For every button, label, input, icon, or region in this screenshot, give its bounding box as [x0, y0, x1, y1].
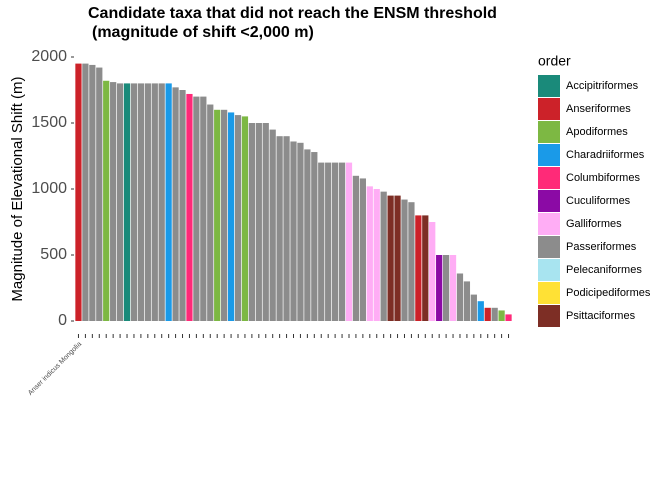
bar: [123, 83, 131, 322]
bar: [130, 83, 138, 322]
bar: [227, 112, 235, 321]
bar: [394, 195, 401, 321]
bar: [103, 80, 110, 321]
chart-subtitle: (magnitude of shift <2,000 m): [92, 24, 314, 41]
bar: [491, 307, 498, 321]
legend-label: Columbiformes: [566, 172, 640, 184]
bar: [96, 67, 103, 321]
legend-swatch: [538, 305, 560, 327]
x-tick-label: Anser indicus Mongolia: [27, 341, 83, 397]
legend-label: Cuculiformes: [566, 195, 631, 207]
legend-label: Charadriiformes: [566, 149, 645, 161]
bar: [387, 195, 394, 321]
bar: [380, 191, 387, 321]
bar: [429, 222, 436, 321]
bar: [311, 152, 318, 321]
bar: [207, 104, 214, 322]
bar: [338, 162, 346, 321]
legend-label: Psittaciformes: [566, 310, 636, 322]
bar: [408, 202, 415, 321]
bar: [144, 83, 151, 322]
legend-swatch: [538, 282, 560, 304]
bar: [436, 255, 443, 321]
bar: [318, 162, 325, 321]
legend-swatch: [538, 259, 560, 281]
bar: [449, 255, 457, 321]
bar: [234, 115, 242, 321]
y-axis-label: Magnitude of Elevational Shift (m): [9, 76, 26, 301]
legend-title: order: [538, 53, 571, 69]
bar: [415, 215, 422, 321]
bar: [477, 301, 484, 321]
y-tick-label: 1000: [31, 180, 67, 197]
legend-swatch: [538, 98, 560, 120]
bar: [304, 149, 311, 321]
legend-label: Pelecaniformes: [566, 264, 642, 276]
bar: [456, 273, 464, 321]
bar: [151, 83, 158, 322]
bar: [401, 199, 408, 321]
bar: [345, 162, 353, 321]
legend-swatch: [538, 236, 560, 258]
bar: [352, 175, 360, 321]
y-tick-label: 2000: [31, 48, 67, 65]
bar: [331, 162, 339, 321]
bar: [179, 90, 186, 321]
legend-swatch: [538, 213, 560, 235]
bar: [422, 215, 429, 321]
bar: [373, 189, 380, 321]
legend-label: Passeriformes: [566, 241, 637, 253]
legend-swatch: [538, 167, 560, 189]
bar: [276, 136, 283, 321]
bar: [172, 87, 179, 321]
bar: [186, 93, 193, 322]
legend-label: Galliformes: [566, 218, 622, 230]
bar: [359, 178, 366, 321]
bar: [366, 186, 373, 321]
y-tick-label: 500: [40, 246, 67, 263]
bar: [200, 96, 207, 321]
bar: [255, 123, 262, 321]
bar: [214, 109, 221, 321]
bar: [463, 281, 471, 321]
bar: [89, 64, 96, 322]
chart-title: Candidate taxa that did not reach the EN…: [88, 5, 497, 22]
bar: [283, 136, 290, 321]
legend-swatch: [538, 144, 560, 166]
bar: [498, 310, 505, 321]
bar: [269, 129, 276, 321]
legend-label: Anseriformes: [566, 103, 631, 115]
bar: [82, 63, 89, 321]
bar: [193, 96, 200, 321]
bar: [442, 255, 450, 321]
bar: [165, 83, 172, 322]
bar: [248, 123, 256, 321]
bar: [241, 116, 249, 322]
y-tick-label: 1500: [31, 114, 67, 131]
legend-swatch: [538, 121, 560, 143]
bar: [158, 83, 165, 322]
bar: [505, 314, 512, 321]
bar: [470, 294, 477, 321]
bar: [325, 162, 332, 321]
legend-swatch: [538, 75, 560, 97]
legend-label: Podicipediformes: [566, 287, 651, 299]
legend-swatch: [538, 190, 560, 212]
bar: [484, 307, 491, 321]
legend-label: Apodiformes: [566, 126, 628, 138]
bar: [221, 109, 228, 321]
bar: [110, 82, 117, 321]
legend-label: Accipitriformes: [566, 80, 639, 92]
bar: [290, 141, 297, 321]
bar: [116, 83, 124, 322]
bar: [262, 123, 269, 321]
bar: [75, 63, 82, 321]
bar: [137, 83, 145, 322]
y-tick-label: 0: [58, 312, 67, 329]
bar: [297, 142, 304, 321]
